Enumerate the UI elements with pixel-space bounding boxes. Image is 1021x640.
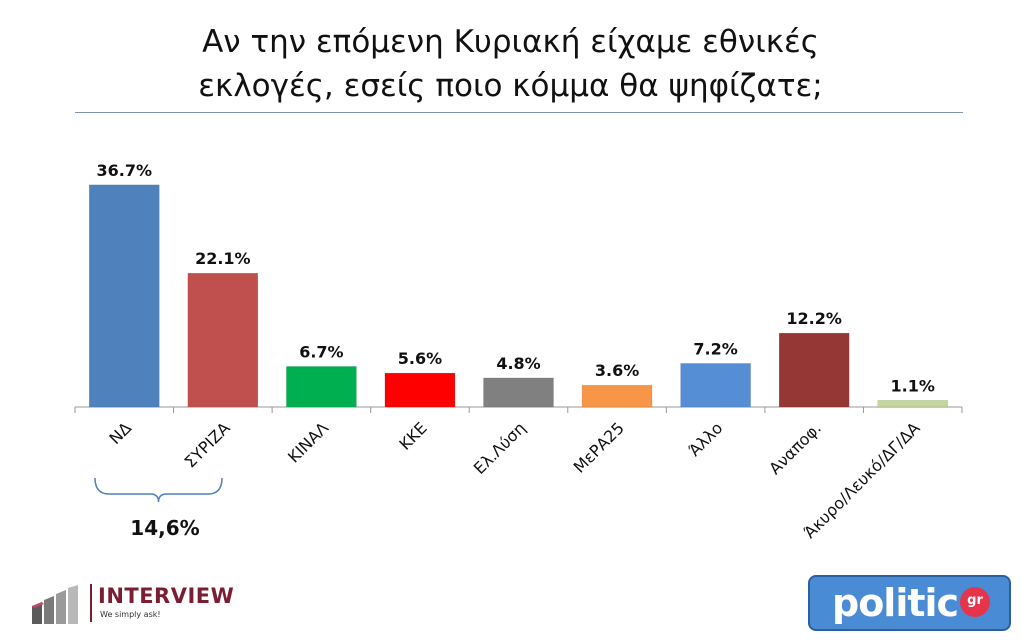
gap-annotation-label: 14,6% [130,516,200,540]
grouping-brace [94,477,223,503]
x-tick-label-7: Αναποφ. [765,418,825,478]
bar-0 [89,184,160,408]
interview-logo: INTERVIEW We simply ask! [30,582,260,632]
data-label-5: 3.6% [595,361,639,380]
x-tick-label-5: ΜεΡΑ25 [570,418,628,476]
data-label-4: 4.8% [496,354,540,373]
data-label-1: 22.1% [195,249,251,268]
bar-7 [778,332,850,408]
data-label-8: 1.1% [891,376,935,395]
bar-4 [483,377,554,408]
interview-logo-tagline: We simply ask! [100,610,161,619]
x-tick-label-0: ΝΔ [105,418,135,448]
bar-1 [187,272,259,408]
bar-2 [286,366,357,408]
interview-logo-text: INTERVIEW [98,584,235,608]
data-label-0: 36.7% [97,161,153,180]
data-label-2: 6.7% [299,342,343,361]
politic-logo-suffix: gr [960,587,990,617]
data-label-6: 7.2% [693,339,737,358]
interview-logo-icon [32,585,78,624]
data-label-7: 12.2% [786,309,842,328]
x-tick-label-3: ΚΚΕ [395,418,430,453]
chart-title: Αν την επόμενη Κυριακή είχαμε εθνικές εκ… [0,20,1021,108]
interview-logo-divider [90,584,92,622]
x-tick-label-6: Άλλο [685,418,727,460]
bar-3 [384,372,456,408]
politic-logo: politic gr [808,575,1011,631]
x-tick-label-2: ΚΙΝΑΛ [284,418,332,466]
x-tick-label-1: ΣΥΡΙΖΑ [181,418,234,471]
x-tick-label-4: Ελ.Λύση [470,418,530,478]
bar-8 [877,400,948,408]
bar-5 [581,384,653,408]
title-line-1: Αν την επόμενη Κυριακή είχαμε εθνικές [202,24,819,60]
data-label-3: 5.6% [398,349,442,368]
bar-6 [680,363,751,408]
title-divider [75,112,963,113]
title-line-2: εκλογές, εσείς ποιο κόμμα θα ψηφίζατε; [198,68,823,104]
politic-logo-text: politic [832,581,959,625]
